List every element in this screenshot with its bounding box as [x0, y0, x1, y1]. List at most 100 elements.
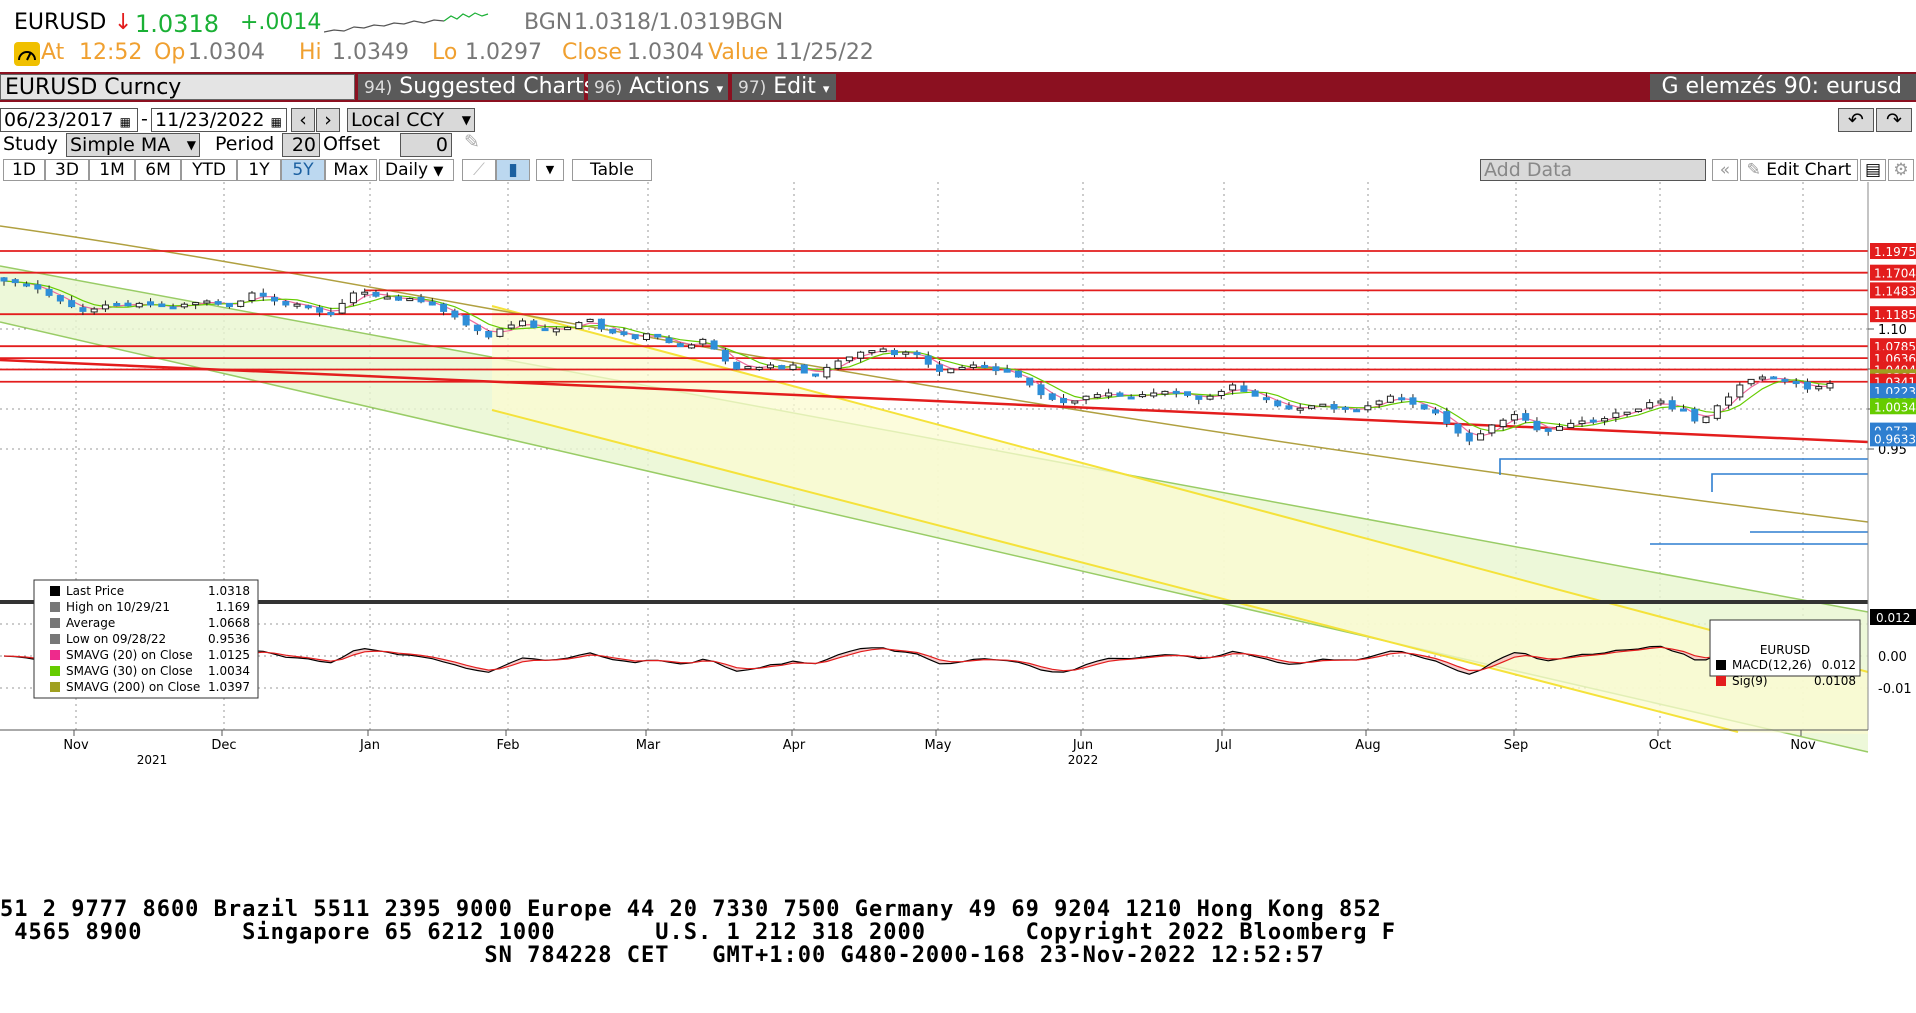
price-chart[interactable]: 1.101.051.000.950.00-0.010.012 1.19751.1…	[0, 182, 1916, 890]
candle	[23, 283, 31, 287]
candle	[1555, 426, 1563, 431]
candle	[1431, 409, 1439, 414]
candle	[1567, 422, 1575, 429]
candle	[372, 291, 380, 297]
range-6m-tab[interactable]: 6M	[135, 159, 181, 181]
x-tick-label: Nov	[1790, 738, 1816, 753]
candle	[147, 301, 155, 306]
candle	[1172, 390, 1180, 394]
candle	[1736, 384, 1744, 398]
end-date-field[interactable]: 11/23/2022 ▦	[151, 108, 287, 132]
open-label: Op	[154, 40, 186, 65]
last-price: 1.0318	[135, 10, 219, 38]
candle	[620, 331, 628, 336]
candle	[1285, 405, 1293, 410]
down-arrow-icon: ↓	[114, 10, 133, 35]
candle	[327, 311, 335, 316]
start-date-field[interactable]: 06/23/2017 ▦	[0, 108, 138, 132]
candle	[383, 296, 391, 300]
security-field[interactable]: EURUSD Curncy	[0, 74, 355, 100]
candle	[721, 349, 729, 362]
candle	[992, 366, 1000, 372]
candle	[68, 300, 76, 308]
chevron-down-icon[interactable]: ▼	[536, 159, 564, 181]
range-5y-tab[interactable]: 5Y	[281, 159, 325, 181]
study-select[interactable]: Simple MA ▼	[66, 133, 200, 157]
edit-chart-button[interactable]: ✎ Edit Chart	[1740, 159, 1858, 181]
prev-period-icon[interactable]: ‹	[291, 108, 315, 132]
candle	[214, 301, 222, 305]
study-value: Simple MA	[70, 134, 171, 156]
range-ytd-tab[interactable]: YTD	[181, 159, 237, 181]
candle	[1612, 412, 1620, 418]
candle	[248, 292, 256, 301]
offset-input[interactable]: 0	[400, 133, 452, 157]
actions-button[interactable]: 96) Actions ▾	[588, 74, 728, 100]
legend-swatch	[50, 666, 60, 676]
range-1y-tab[interactable]: 1Y	[237, 159, 281, 181]
suggested-charts-button[interactable]: 94) Suggested Charts	[358, 74, 595, 100]
candle	[575, 322, 583, 330]
price-tag-bg	[1870, 243, 1916, 259]
redo-icon[interactable]: ↷	[1876, 108, 1912, 132]
range-1d-tab[interactable]: 1D	[3, 159, 45, 181]
legend-swatch	[50, 682, 60, 692]
frequency-select[interactable]: Daily ▼	[379, 159, 454, 181]
candle-chart-icon[interactable]: ▮	[496, 159, 530, 181]
gauge-icon[interactable]	[14, 42, 40, 66]
candle	[597, 318, 605, 330]
actions-label: Actions	[629, 74, 710, 99]
edit-button[interactable]: 97) Edit ▾	[732, 74, 836, 100]
macd-legend-value: 0.012	[1822, 658, 1856, 672]
x-tick-label: Feb	[496, 738, 519, 753]
candle	[1330, 404, 1338, 410]
calendar-icon[interactable]: ▦	[270, 115, 282, 129]
candle	[259, 292, 267, 297]
y-tick-label: 0.95	[1878, 443, 1907, 458]
chart-settings-icon[interactable]: ▤	[1860, 159, 1886, 181]
candle	[428, 301, 436, 306]
double-chevron-left-icon[interactable]: «	[1712, 159, 1738, 181]
period-input[interactable]: 20	[282, 133, 320, 157]
candle	[473, 324, 481, 332]
candle	[936, 364, 944, 372]
candle	[1082, 395, 1090, 401]
calendar-icon[interactable]: ▦	[119, 115, 131, 129]
candle	[1274, 400, 1282, 407]
candle	[1465, 432, 1473, 442]
line-chart-icon[interactable]: ⟋	[462, 159, 496, 181]
range-1m-tab[interactable]: 1M	[89, 159, 135, 181]
x-tick-label: Nov	[63, 738, 89, 753]
legend-swatch	[50, 618, 60, 628]
candle	[1454, 423, 1462, 434]
pencil-icon[interactable]: ✎	[464, 131, 480, 153]
price-tag: 1.1704	[1870, 264, 1916, 281]
panel-separator[interactable]	[0, 600, 1868, 604]
table-button[interactable]: Table	[572, 159, 652, 181]
next-period-icon[interactable]: ›	[316, 108, 340, 132]
candle	[1488, 424, 1496, 434]
range-3d-tab[interactable]: 3D	[45, 159, 89, 181]
bloomberg-footer: 51 2 9777 8600 Brazil 5511 2395 9000 Eur…	[0, 897, 1397, 968]
candle	[169, 306, 177, 310]
candle	[1026, 377, 1034, 386]
price-tag-label: 1.1483	[1874, 284, 1916, 298]
candle	[552, 328, 560, 333]
chart-legend[interactable]: Last Price 1.0318 High on 10/29/21 1.169 Ave…	[33, 579, 259, 888]
undo-icon[interactable]: ↶	[1838, 108, 1874, 132]
legend-label: SMAVG (20) on Close	[66, 648, 193, 662]
candle	[609, 328, 617, 334]
candle	[406, 298, 414, 302]
gear-icon[interactable]: ⚙	[1888, 159, 1914, 181]
x-tick-label: Jul	[1215, 738, 1232, 753]
x-tick-label: Aug	[1355, 738, 1380, 753]
candle	[890, 349, 898, 356]
legend-value: 1.0318	[208, 584, 250, 598]
value-label: Value	[708, 40, 769, 65]
add-data-input[interactable]: Add Data	[1480, 159, 1706, 181]
range-max-tab[interactable]: Max	[325, 159, 377, 181]
candle	[1195, 395, 1203, 400]
candle	[158, 303, 166, 308]
currency-select[interactable]: Local CCY ▼	[347, 108, 475, 132]
